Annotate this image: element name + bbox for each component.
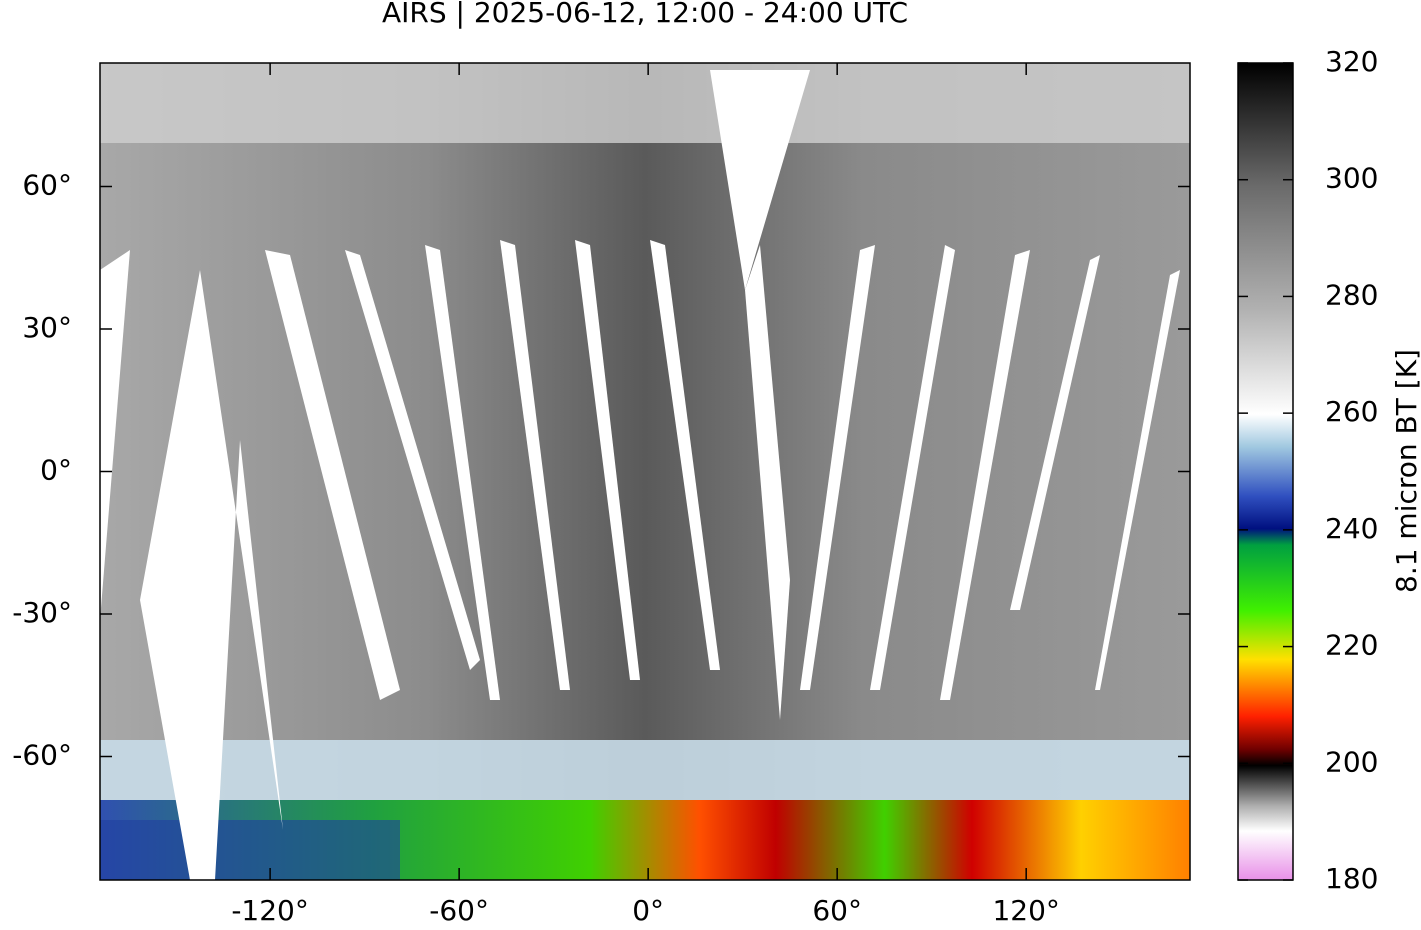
colorbar-tick-label: 200 bbox=[1325, 745, 1378, 778]
colorbar-tick-label: 240 bbox=[1325, 512, 1378, 545]
x-tick-label: 0° bbox=[632, 894, 664, 927]
map-image bbox=[100, 63, 1190, 880]
colorbar-tick-label: 320 bbox=[1325, 45, 1378, 78]
x-tick-label: 120° bbox=[992, 894, 1059, 927]
colorbar bbox=[1237, 62, 1294, 881]
x-tick-label: -60° bbox=[429, 894, 489, 927]
colorbar-tick-label: 180 bbox=[1325, 862, 1378, 895]
x-tick-label: -120° bbox=[231, 894, 309, 927]
y-tick-label: -60° bbox=[12, 739, 72, 772]
y-tick-label: 0° bbox=[40, 454, 72, 487]
colorbar-label: 8.1 micron BT [K] bbox=[1390, 349, 1421, 593]
y-tick-label: 30° bbox=[22, 311, 72, 344]
x-tick-label: 60° bbox=[812, 894, 862, 927]
y-tick-label: 60° bbox=[22, 169, 72, 202]
colorbar-tick-label: 260 bbox=[1325, 395, 1378, 428]
colorbar-tick-label: 220 bbox=[1325, 629, 1378, 662]
y-tick-label: -30° bbox=[12, 596, 72, 629]
colorbar-tick-label: 300 bbox=[1325, 162, 1378, 195]
colorbar-tick-label: 280 bbox=[1325, 278, 1378, 311]
title: AIRS | 2025-06-12, 12:00 - 24:00 UTC bbox=[382, 0, 908, 29]
